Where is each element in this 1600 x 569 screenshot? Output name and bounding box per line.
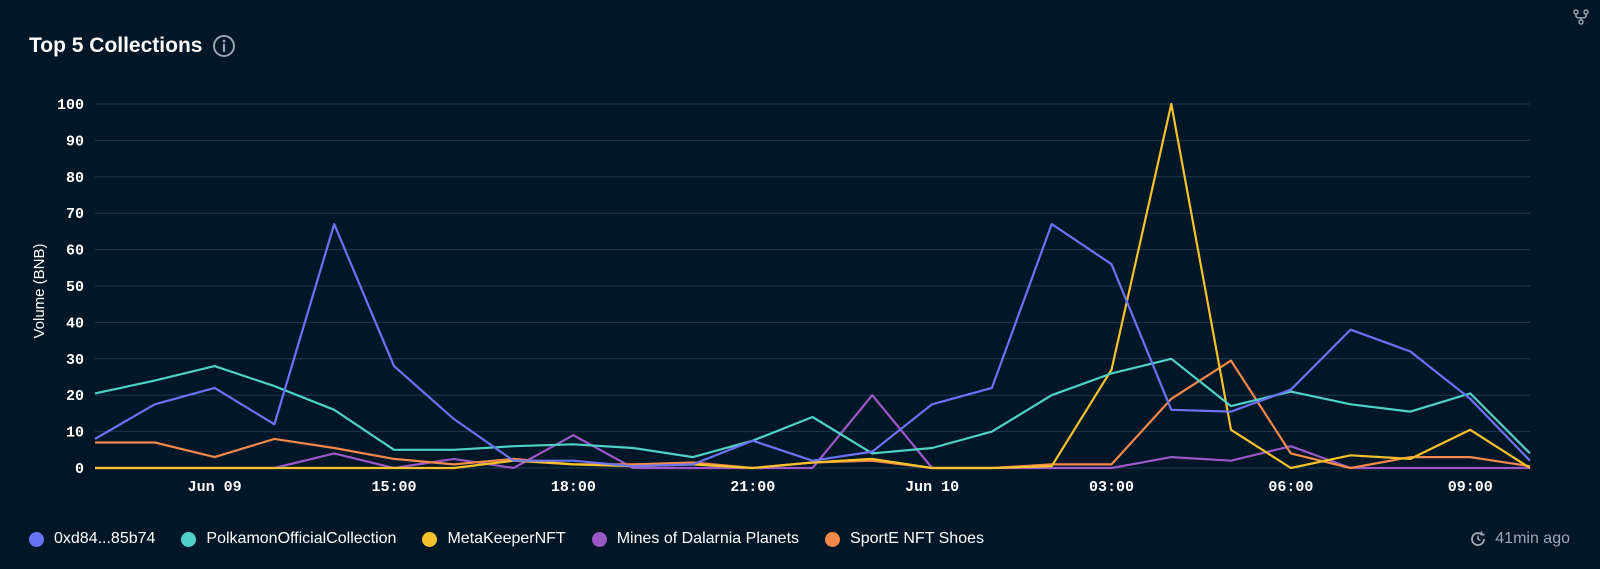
x-tick-label: Jun 10: [905, 479, 959, 496]
x-tick-label: 09:00: [1448, 479, 1493, 496]
y-tick-label: 90: [66, 133, 84, 150]
y-axis-ticks: 0 10 20 30 40 50 60 70 80 90 100: [57, 97, 84, 478]
series-line-2[interactable]: [95, 102, 1531, 470]
y-tick-label: 100: [57, 97, 84, 114]
legend-item-0[interactable]: 0xd84...85b74: [29, 530, 155, 548]
y-tick-label: 40: [66, 315, 84, 332]
y-tick-label: 70: [66, 206, 84, 223]
x-tick-label: 18:00: [551, 479, 596, 496]
chart-title: Top 5 Collections: [29, 34, 203, 57]
legend: 0xd84...85b74 PolkamonOfficialCollection M…: [29, 530, 984, 548]
chart-header: Top 5 Collections: [29, 34, 236, 58]
series-line-0[interactable]: [94, 223, 1531, 468]
legend-item-2[interactable]: MetaKeeperNFT: [422, 530, 566, 548]
legend-item-4[interactable]: SportE NFT Shoes: [825, 530, 984, 548]
legend-swatch: [825, 531, 841, 547]
y-tick-label: 80: [66, 170, 84, 187]
x-axis-ticks: Jun 09 15:00 18:00 21:00 Jun 10 03:00 06:00 09:…: [188, 479, 1493, 496]
series-line-3[interactable]: [95, 394, 1530, 470]
info-circle-icon[interactable]: [212, 34, 236, 58]
x-tick-label: 15:00: [371, 479, 416, 496]
y-tick-label: 10: [66, 425, 84, 442]
y-tick-label: 60: [66, 243, 84, 260]
legend-swatch: [29, 531, 44, 547]
y-axis-label: Volume (BNB): [31, 243, 48, 338]
legend-label: SportE NFT Shoes: [850, 530, 984, 547]
y-tick-label: 50: [66, 279, 84, 296]
clock-refresh-icon: [1471, 531, 1486, 546]
x-tick-label: 21:00: [730, 479, 775, 496]
y-tick-label: 20: [66, 388, 84, 405]
fork-icon[interactable]: [1572, 8, 1590, 26]
series-line-4[interactable]: [95, 359, 1531, 470]
legend-label: Mines of Dalarnia Planets: [616, 530, 800, 547]
legend-label: 0xd84...85b74: [54, 530, 156, 547]
x-tick-label: Jun 09: [188, 479, 242, 496]
legend-swatch: [422, 531, 438, 547]
legend-swatch: [181, 531, 197, 547]
legend-label: MetaKeeperNFT: [447, 530, 566, 547]
x-tick-label: 06:00: [1268, 479, 1313, 496]
legend-item-1[interactable]: PolkamonOfficialCollection: [181, 530, 396, 548]
legend-swatch: [591, 531, 607, 547]
x-tick-label: 03:00: [1089, 479, 1134, 496]
line-chart: 0 10 20 30 40 50 60 70 80 90 100 Jun 09 15:00 18:00 2…: [31, 97, 1531, 496]
y-tick-label: 0: [75, 461, 84, 478]
last-updated-text: 41min ago: [1495, 530, 1570, 547]
y-tick-label: 30: [66, 352, 84, 369]
legend-item-3[interactable]: Mines of Dalarnia Planets: [591, 530, 800, 548]
last-updated: 41min ago: [1469, 530, 1570, 548]
legend-label: PolkamonOfficialCollection: [206, 530, 397, 547]
grid: [95, 103, 1530, 469]
series: [94, 102, 1531, 470]
series-line-1[interactable]: [94, 357, 1531, 459]
